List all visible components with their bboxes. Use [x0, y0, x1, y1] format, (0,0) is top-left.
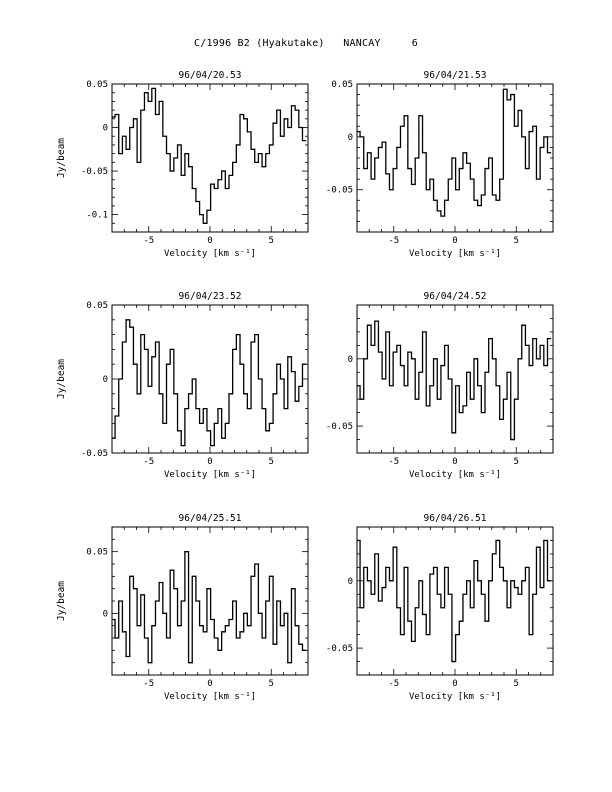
panel-2-ytick-label: -0.05	[326, 186, 353, 196]
panel-1-ytick-label: 0.05	[86, 80, 108, 90]
page-title: C/1996 B2 (Hyakutake) NANCAY 6	[194, 38, 418, 49]
panel-4-spectrum	[357, 320, 552, 441]
panel-5-xlabel: Velocity [km s⁻¹]	[164, 692, 256, 702]
panel-1-ytick-label: -0.05	[81, 167, 108, 177]
panel-6-xtick-label: -5	[388, 679, 399, 689]
panel-2-ytick-label: 0.05	[331, 80, 353, 90]
panel-1-ytick-label: -0.1	[86, 211, 108, 221]
panel-3-spectrum	[112, 319, 307, 447]
panel-6-ytick-label: 0	[348, 577, 353, 587]
panel-1-xtick-label: -5	[143, 236, 154, 246]
panel-3-ylabel: Jy/beam	[56, 359, 67, 399]
panel-4-xtick-label: -5	[388, 457, 399, 467]
panel-3-xtick-label: -5	[143, 457, 154, 467]
panel-3-ytick-label: -0.05	[81, 449, 108, 459]
panel-4-ytick-label: -0.05	[326, 422, 353, 432]
panel-2-xtick-label: 0	[452, 236, 457, 246]
panel-2-title: 96/04/21.53	[424, 70, 487, 81]
panel-6-title: 96/04/26.51	[424, 513, 487, 524]
panel-6-ytick-label: -0.05	[326, 644, 353, 654]
panel-3-ytick-label: 0	[103, 375, 108, 385]
panel-5-xtick-label: 0	[207, 679, 212, 689]
panel-1-title: 96/04/20.53	[179, 70, 242, 81]
panel-5-ytick-label: 0	[103, 609, 108, 619]
panel-5-xtick-label: -5	[143, 679, 154, 689]
panel-4-xtick-label: 5	[514, 457, 519, 467]
panel-2-xtick-label: 5	[514, 236, 519, 246]
panel-3-xlabel: Velocity [km s⁻¹]	[164, 470, 256, 480]
panel-1-spectrum	[112, 87, 307, 224]
panel-3-ytick-label: 0.05	[86, 301, 108, 311]
panel-2-ytick-label: 0	[348, 133, 353, 143]
panel-2-spectrum	[357, 88, 552, 217]
panel-6-xtick-label: 0	[452, 679, 457, 689]
panel-6-spectrum	[357, 539, 552, 663]
panel-4-title: 96/04/24.52	[424, 291, 487, 302]
panel-2-xlabel: Velocity [km s⁻¹]	[409, 249, 501, 259]
panel-1-xtick-label: 0	[207, 236, 212, 246]
panel-3-title: 96/04/23.52	[179, 291, 242, 302]
panel-1-xtick-label: 5	[269, 236, 274, 246]
panel-6-xtick-label: 5	[514, 679, 519, 689]
panel-5-title: 96/04/25.51	[179, 513, 242, 524]
panel-1-ylabel: Jy/beam	[56, 138, 67, 178]
panel-1-xlabel: Velocity [km s⁻¹]	[164, 249, 256, 259]
panel-4-ytick-label: 0	[348, 355, 353, 365]
panel-1-ytick-label: 0	[103, 124, 108, 134]
panel-5-xtick-label: 5	[269, 679, 274, 689]
panel-3-xtick-label: 0	[207, 457, 212, 467]
panel-5-ytick-label: 0.05	[86, 548, 108, 558]
panel-2-xtick-label: -5	[388, 236, 399, 246]
panel-5-spectrum	[112, 551, 307, 664]
panel-3-xtick-label: 5	[269, 457, 274, 467]
panel-4-xtick-label: 0	[452, 457, 457, 467]
panel-5-ylabel: Jy/beam	[56, 581, 67, 621]
panel-6-xlabel: Velocity [km s⁻¹]	[409, 692, 501, 702]
panel-4-xlabel: Velocity [km s⁻¹]	[409, 470, 501, 480]
